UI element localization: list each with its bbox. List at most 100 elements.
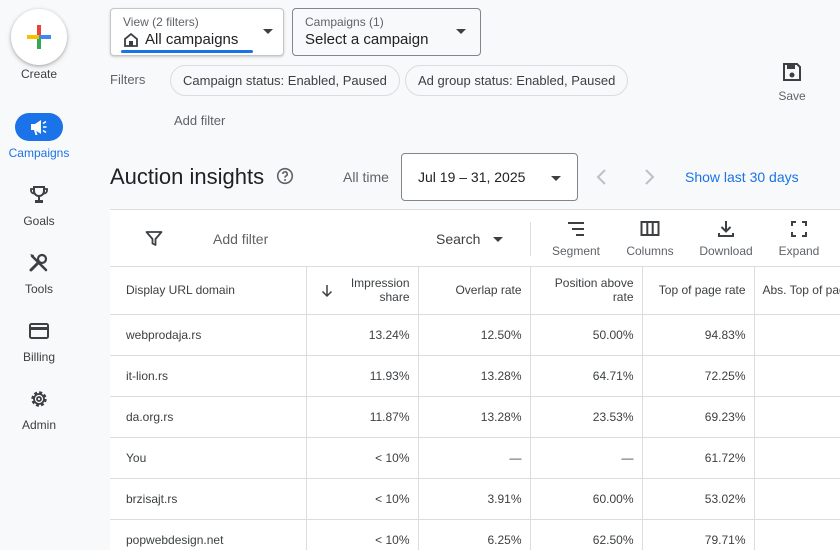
download-button[interactable]: Download (695, 220, 757, 258)
table-cell-value: 11.93% (306, 355, 419, 397)
table-cell-value: 3.91% (418, 478, 531, 520)
filter-icon[interactable] (145, 230, 163, 248)
table-cell-value: 53.02% (642, 478, 755, 520)
show-last-30-days-link[interactable]: Show last 30 days (685, 169, 799, 185)
help-icon[interactable] (276, 167, 294, 185)
table-cell-value: 61.72% (642, 437, 755, 479)
navigation-rail: Create Campaigns Goals (0, 0, 78, 550)
save-label: Save (778, 89, 806, 103)
table-cell-value: 22 (754, 355, 840, 397)
view-selector-value: All campaigns (145, 31, 239, 48)
segment-button[interactable]: Segment (546, 220, 606, 258)
nav-label: Billing (22, 350, 55, 364)
save-button[interactable]: Save (770, 62, 814, 103)
table-cell-domain: webprodaja.rs (110, 314, 307, 356)
chevron-down-icon (263, 29, 273, 34)
table-cell-value: 11.87% (306, 396, 419, 438)
tools-icon (15, 249, 63, 277)
table-cell-value: 17 (754, 396, 840, 438)
columns-button[interactable]: Columns (620, 220, 680, 258)
nav-label: Tools (24, 282, 53, 296)
create-label: Create (20, 67, 58, 81)
table-row[interactable]: You< 10%——61.72%21 (110, 437, 840, 479)
table-cell-value: 2 (754, 478, 840, 520)
nav-item-tools[interactable]: Tools (0, 249, 78, 296)
gear-icon (15, 385, 63, 413)
table-cell-value: 40 (754, 314, 840, 356)
column-header-display-url-domain[interactable]: Display URL domain (110, 267, 307, 315)
search-scope-dropdown[interactable]: Search (436, 231, 481, 247)
plus-icon (27, 25, 51, 49)
column-header-abs-top-of-page[interactable]: Abs. Top of page (754, 267, 840, 315)
table-cell-value: < 10% (306, 478, 419, 520)
column-header-impression-share[interactable]: Impression share (306, 267, 419, 315)
page-title: Auction insights (110, 164, 265, 189)
table-cell-value: 62.50% (530, 519, 643, 550)
table-cell-value: 13.28% (418, 355, 531, 397)
home-icon (124, 32, 138, 47)
nav-label: Campaigns (8, 146, 70, 160)
campaign-selector-value: Select a campaign (305, 31, 429, 48)
column-header-label: Impression share (350, 276, 410, 305)
date-range-value: Jul 19 – 31, 2025 (418, 169, 526, 185)
view-selector-label: View (2 filters) (123, 15, 199, 29)
table-cell-value: 13.24% (306, 314, 419, 356)
expand-label: Expand (778, 244, 820, 258)
table-cell-value: < 10% (306, 437, 419, 479)
date-preset-label: All time (343, 169, 389, 185)
column-header-top-of-page-rate[interactable]: Top of page rate (642, 267, 755, 315)
chevron-right-icon[interactable] (641, 167, 657, 187)
chevron-left-icon[interactable] (594, 167, 610, 187)
table-add-filter[interactable]: Add filter (213, 231, 269, 247)
date-range-picker[interactable]: Jul 19 – 31, 2025 (401, 153, 578, 201)
trophy-icon (15, 181, 63, 209)
megaphone-icon (15, 113, 63, 141)
download-label: Download (699, 244, 753, 258)
expand-icon (791, 221, 807, 237)
column-header-overlap-rate[interactable]: Overlap rate (418, 267, 531, 315)
selection-underline (121, 50, 253, 53)
auction-insights-table-card: Add filter Search Segment Columns Downlo… (110, 209, 840, 550)
nav-item-goals[interactable]: Goals (0, 181, 78, 228)
table-cell-value: 64.71% (530, 355, 643, 397)
table-cell-value: 69.23% (642, 396, 755, 438)
view-selector[interactable]: View (2 filters) All campaigns (110, 8, 284, 56)
table-cell-value: 12.50% (418, 314, 531, 356)
table-row[interactable]: popwebdesign.net< 10%6.25%62.50%79.71%12 (110, 519, 840, 550)
table-cell-value: < 10% (306, 519, 419, 550)
table-cell-value: 60.00% (530, 478, 643, 520)
columns-label: Columns (626, 244, 674, 258)
table-cell-domain: da.org.rs (110, 396, 307, 438)
column-header-label: Position above rate (554, 276, 634, 305)
table-cell-value: 23.53% (530, 396, 643, 438)
segment-icon (568, 222, 584, 236)
table-cell-value: 72.25% (642, 355, 755, 397)
expand-button[interactable]: Expand (770, 220, 828, 258)
table-cell-value: 79.71% (642, 519, 755, 550)
nav-item-billing[interactable]: Billing (0, 317, 78, 364)
table-cell-value: 94.83% (642, 314, 755, 356)
table-cell-value: — (418, 437, 531, 479)
filter-chip-ad-group-status[interactable]: Ad group status: Enabled, Paused (405, 65, 629, 96)
table-cell-domain: popwebdesign.net (110, 519, 307, 550)
table-toolbar: Add filter Search Segment Columns Downlo… (110, 210, 840, 267)
add-filter-link[interactable]: Add filter (174, 113, 226, 128)
arrow-down-icon (321, 285, 332, 298)
create-button[interactable] (11, 9, 67, 65)
table-row[interactable]: brzisajt.rs< 10%3.91%60.00%53.02%2 (110, 478, 840, 520)
column-header-position-above-rate[interactable]: Position above rate (530, 267, 643, 315)
nav-item-campaigns[interactable]: Campaigns (0, 113, 78, 160)
filter-chip-campaign-status[interactable]: Campaign status: Enabled, Paused (170, 65, 400, 96)
save-icon (783, 63, 801, 81)
chevron-down-icon (551, 176, 561, 181)
table-header-row: Display URL domain Impression share Over… (110, 267, 840, 315)
nav-item-admin[interactable]: Admin (0, 385, 78, 432)
segment-label: Segment (551, 244, 601, 258)
table-cell-value: 21 (754, 437, 840, 479)
campaign-selector[interactable]: Campaigns (1) Select a campaign (292, 8, 481, 56)
campaign-selector-label: Campaigns (1) (305, 15, 384, 29)
table-cell-value: — (530, 437, 643, 479)
